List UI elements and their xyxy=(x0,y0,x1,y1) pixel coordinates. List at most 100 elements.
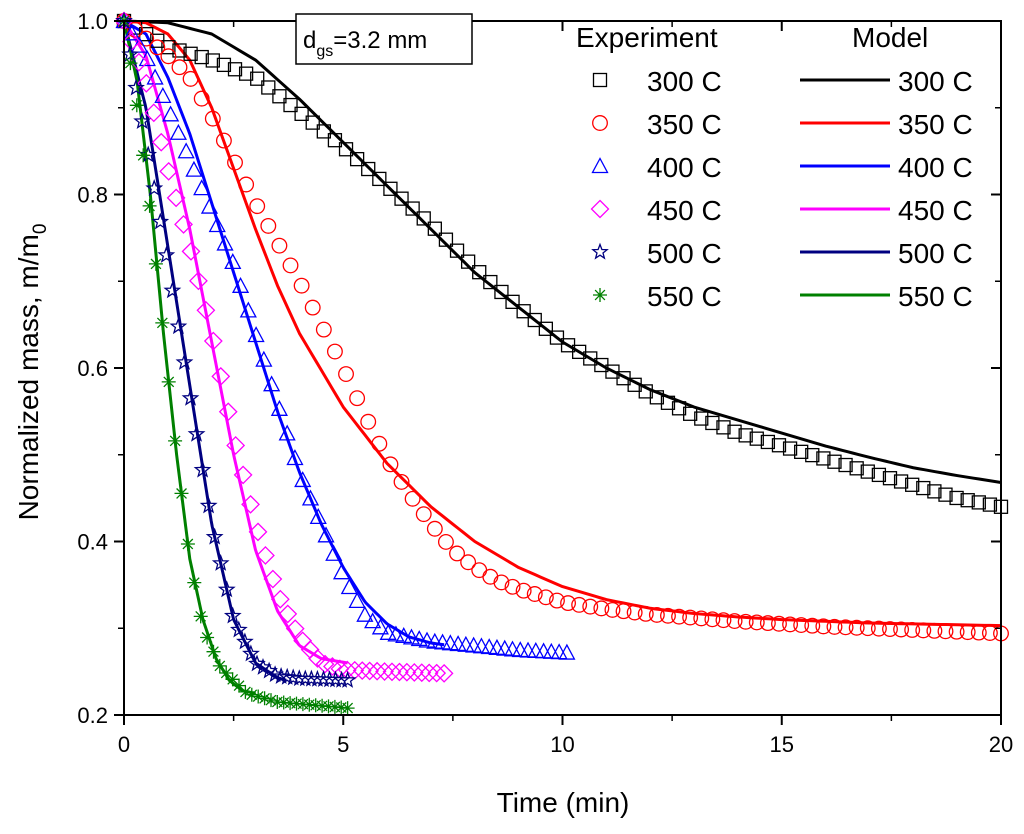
experiment-point-350-c xyxy=(682,609,699,626)
experiment-point-350-c xyxy=(837,619,854,636)
experiment-point-350-c xyxy=(671,608,688,625)
experiment-point-350-c xyxy=(404,490,421,507)
experiment-point-300-c xyxy=(805,447,820,463)
experiment-point-550-c xyxy=(244,687,259,702)
experiment-point-500-c xyxy=(332,670,351,688)
experiment-point-450-c xyxy=(412,663,432,683)
x-tick-label: 15 xyxy=(770,732,794,757)
experiment-point-550-c xyxy=(264,693,278,708)
y-tick-label: 0.6 xyxy=(77,356,108,381)
experiment-point-350-c xyxy=(160,48,177,65)
experiment-point-450-c xyxy=(166,188,186,208)
experiment-point-300-c xyxy=(394,191,409,206)
experiment-point-350-c xyxy=(437,533,454,550)
experiment-point-500-c xyxy=(284,668,303,686)
experiment-point-500-c xyxy=(199,496,218,514)
experiment-point-500-c xyxy=(169,317,188,335)
experiment-point-500-c xyxy=(278,667,297,685)
experiment-point-300-c xyxy=(683,406,698,421)
legend-experiment-label: 400 C xyxy=(647,152,722,183)
experiment-point-350-c xyxy=(593,600,610,617)
experiment-point-300-c xyxy=(760,434,776,450)
experiment-point-350-c xyxy=(460,554,477,571)
experiment-point-300-c xyxy=(349,151,365,167)
experiment-point-400-c xyxy=(185,160,203,177)
experiment-point-300-c xyxy=(738,428,753,443)
experiment-point-450-c xyxy=(189,271,208,291)
experiment-point-300-c xyxy=(871,467,887,483)
experiment-point-300-c xyxy=(261,80,276,95)
experiment-point-400-c xyxy=(387,625,405,642)
experiment-point-300-c xyxy=(383,181,398,196)
legend-model-label: 350 C xyxy=(898,109,973,140)
experiment-point-300-c xyxy=(671,401,687,416)
legend-model-label: 550 C xyxy=(898,281,973,312)
experiment-point-400-c xyxy=(534,642,553,659)
experiment-point-300-c xyxy=(838,457,853,473)
experiment-point-350-c xyxy=(326,343,343,360)
experiment-point-450-c xyxy=(151,132,171,152)
experiment-point-500-c xyxy=(145,179,164,196)
experiment-point-350-c xyxy=(715,612,732,629)
experiment-point-550-c xyxy=(225,672,240,687)
experiment-point-300-c xyxy=(372,171,387,187)
y-tick-label: 0.8 xyxy=(77,183,108,208)
legend-model-title: Model xyxy=(852,22,928,53)
experiment-point-300-c xyxy=(727,424,742,439)
experiment-point-300-c xyxy=(538,321,553,336)
experiment-point-400-c xyxy=(278,424,296,441)
experiment-point-550-c xyxy=(142,198,157,213)
plot-frame xyxy=(123,20,1002,716)
experiment-point-400-c xyxy=(395,626,413,644)
experiment-point-300-c xyxy=(660,395,676,410)
experiment-point-550-c xyxy=(200,630,215,645)
legend-model-label: 500 C xyxy=(898,238,973,269)
model-line-550-c xyxy=(122,20,257,695)
experiment-point-300-c xyxy=(327,133,343,148)
experiment-point-350-c xyxy=(282,257,299,274)
experiment-point-400-c xyxy=(325,544,343,561)
model-line-400-c xyxy=(123,19,445,647)
experiment-point-400-c xyxy=(441,634,459,651)
experiment-point-550-c xyxy=(251,689,266,704)
experiment-point-400-c xyxy=(193,179,211,196)
experiment-point-350-c xyxy=(915,622,932,639)
experiment-point-450-c xyxy=(226,436,246,455)
experiment-point-350-c xyxy=(493,574,510,591)
experiment-point-450-c xyxy=(196,300,216,320)
legend-experiment-label: 300 C xyxy=(647,66,722,97)
experiment-point-400-c xyxy=(379,623,397,640)
experiment-point-400-c xyxy=(169,123,187,140)
experiment-point-400-c xyxy=(402,628,421,645)
experiment-point-400-c xyxy=(255,350,273,367)
experiment-point-400-c xyxy=(480,638,498,655)
experiment-point-300-c xyxy=(938,487,953,502)
experiment-point-300-c xyxy=(905,477,920,492)
experiment-point-550-c xyxy=(212,658,227,673)
experiment-point-350-c xyxy=(449,545,465,562)
experiment-point-300-c xyxy=(505,294,520,309)
experiment-point-550-c xyxy=(187,575,202,590)
experiment-point-350-c xyxy=(238,176,255,193)
experiment-point-400-c xyxy=(286,449,304,466)
experiment-point-400-c xyxy=(348,591,366,609)
experiment-point-400-c xyxy=(457,635,475,652)
experiment-point-450-c xyxy=(308,649,327,668)
y-axis-title: Normalized mass, m/m0 xyxy=(13,224,51,521)
experiment-point-350-c xyxy=(215,132,232,149)
experiment-point-300-c xyxy=(494,284,509,300)
experiment-point-300-c xyxy=(416,211,431,226)
experiment-point-450-c xyxy=(367,661,387,681)
experiment-point-350-c xyxy=(926,622,943,639)
experiment-point-400-c xyxy=(527,641,545,659)
experiment-point-300-c xyxy=(794,444,809,459)
legend-marker-300-c xyxy=(592,72,608,88)
experiment-point-500-c xyxy=(242,644,260,662)
experiment-point-300-c xyxy=(771,438,787,453)
experiment-point-300-c xyxy=(361,161,376,177)
experiment-point-550-c xyxy=(174,486,189,501)
experiment-point-550-c xyxy=(219,666,234,680)
experiment-point-350-c xyxy=(726,613,743,629)
experiment-point-350-c xyxy=(882,621,898,638)
